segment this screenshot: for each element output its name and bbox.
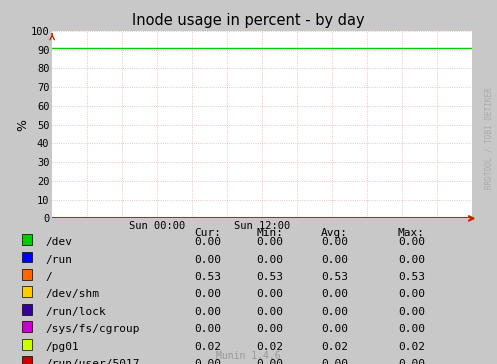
Text: 0.00: 0.00 bbox=[256, 307, 283, 317]
Text: 0.00: 0.00 bbox=[256, 324, 283, 335]
Text: 0.00: 0.00 bbox=[256, 254, 283, 265]
Text: 0.00: 0.00 bbox=[194, 307, 221, 317]
Text: 0.53: 0.53 bbox=[194, 272, 221, 282]
Text: 0.00: 0.00 bbox=[194, 324, 221, 335]
Text: 0.00: 0.00 bbox=[398, 254, 425, 265]
Text: 0.00: 0.00 bbox=[398, 237, 425, 247]
Text: 0.02: 0.02 bbox=[398, 342, 425, 352]
Text: RRDTOOL / TOBI OETIKER: RRDTOOL / TOBI OETIKER bbox=[485, 87, 494, 189]
Text: Munin 1.4.6: Munin 1.4.6 bbox=[216, 351, 281, 361]
Text: 0.00: 0.00 bbox=[398, 307, 425, 317]
Text: 0.00: 0.00 bbox=[321, 307, 348, 317]
Text: 0.00: 0.00 bbox=[398, 324, 425, 335]
Text: 0.00: 0.00 bbox=[321, 289, 348, 300]
Text: 0.00: 0.00 bbox=[256, 289, 283, 300]
Text: Inode usage in percent - by day: Inode usage in percent - by day bbox=[132, 13, 365, 28]
Text: /run/lock: /run/lock bbox=[46, 307, 106, 317]
Text: 0.00: 0.00 bbox=[398, 359, 425, 364]
Text: 0.02: 0.02 bbox=[321, 342, 348, 352]
Text: 0.00: 0.00 bbox=[321, 254, 348, 265]
Text: 0.53: 0.53 bbox=[321, 272, 348, 282]
Text: /pg01: /pg01 bbox=[46, 342, 80, 352]
Text: 0.00: 0.00 bbox=[194, 254, 221, 265]
Text: 0.00: 0.00 bbox=[321, 237, 348, 247]
Text: 0.00: 0.00 bbox=[321, 324, 348, 335]
Text: /dev: /dev bbox=[46, 237, 73, 247]
Text: Avg:: Avg: bbox=[321, 228, 348, 237]
Text: 0.02: 0.02 bbox=[256, 342, 283, 352]
Text: /run/user/5017: /run/user/5017 bbox=[46, 359, 140, 364]
Text: /dev/shm: /dev/shm bbox=[46, 289, 100, 300]
Text: 0.00: 0.00 bbox=[321, 359, 348, 364]
Text: Max:: Max: bbox=[398, 228, 425, 237]
Text: 0.53: 0.53 bbox=[398, 272, 425, 282]
Text: Cur:: Cur: bbox=[194, 228, 221, 237]
Text: 0.00: 0.00 bbox=[256, 359, 283, 364]
Text: /: / bbox=[46, 272, 53, 282]
Text: 0.00: 0.00 bbox=[398, 289, 425, 300]
Text: 0.00: 0.00 bbox=[194, 359, 221, 364]
Y-axis label: %: % bbox=[16, 119, 29, 131]
Text: /run: /run bbox=[46, 254, 73, 265]
Text: Min:: Min: bbox=[256, 228, 283, 237]
Text: 0.02: 0.02 bbox=[194, 342, 221, 352]
Text: 0.00: 0.00 bbox=[194, 289, 221, 300]
Text: 0.00: 0.00 bbox=[256, 237, 283, 247]
Text: 0.00: 0.00 bbox=[194, 237, 221, 247]
Text: /sys/fs/cgroup: /sys/fs/cgroup bbox=[46, 324, 140, 335]
Text: 0.53: 0.53 bbox=[256, 272, 283, 282]
